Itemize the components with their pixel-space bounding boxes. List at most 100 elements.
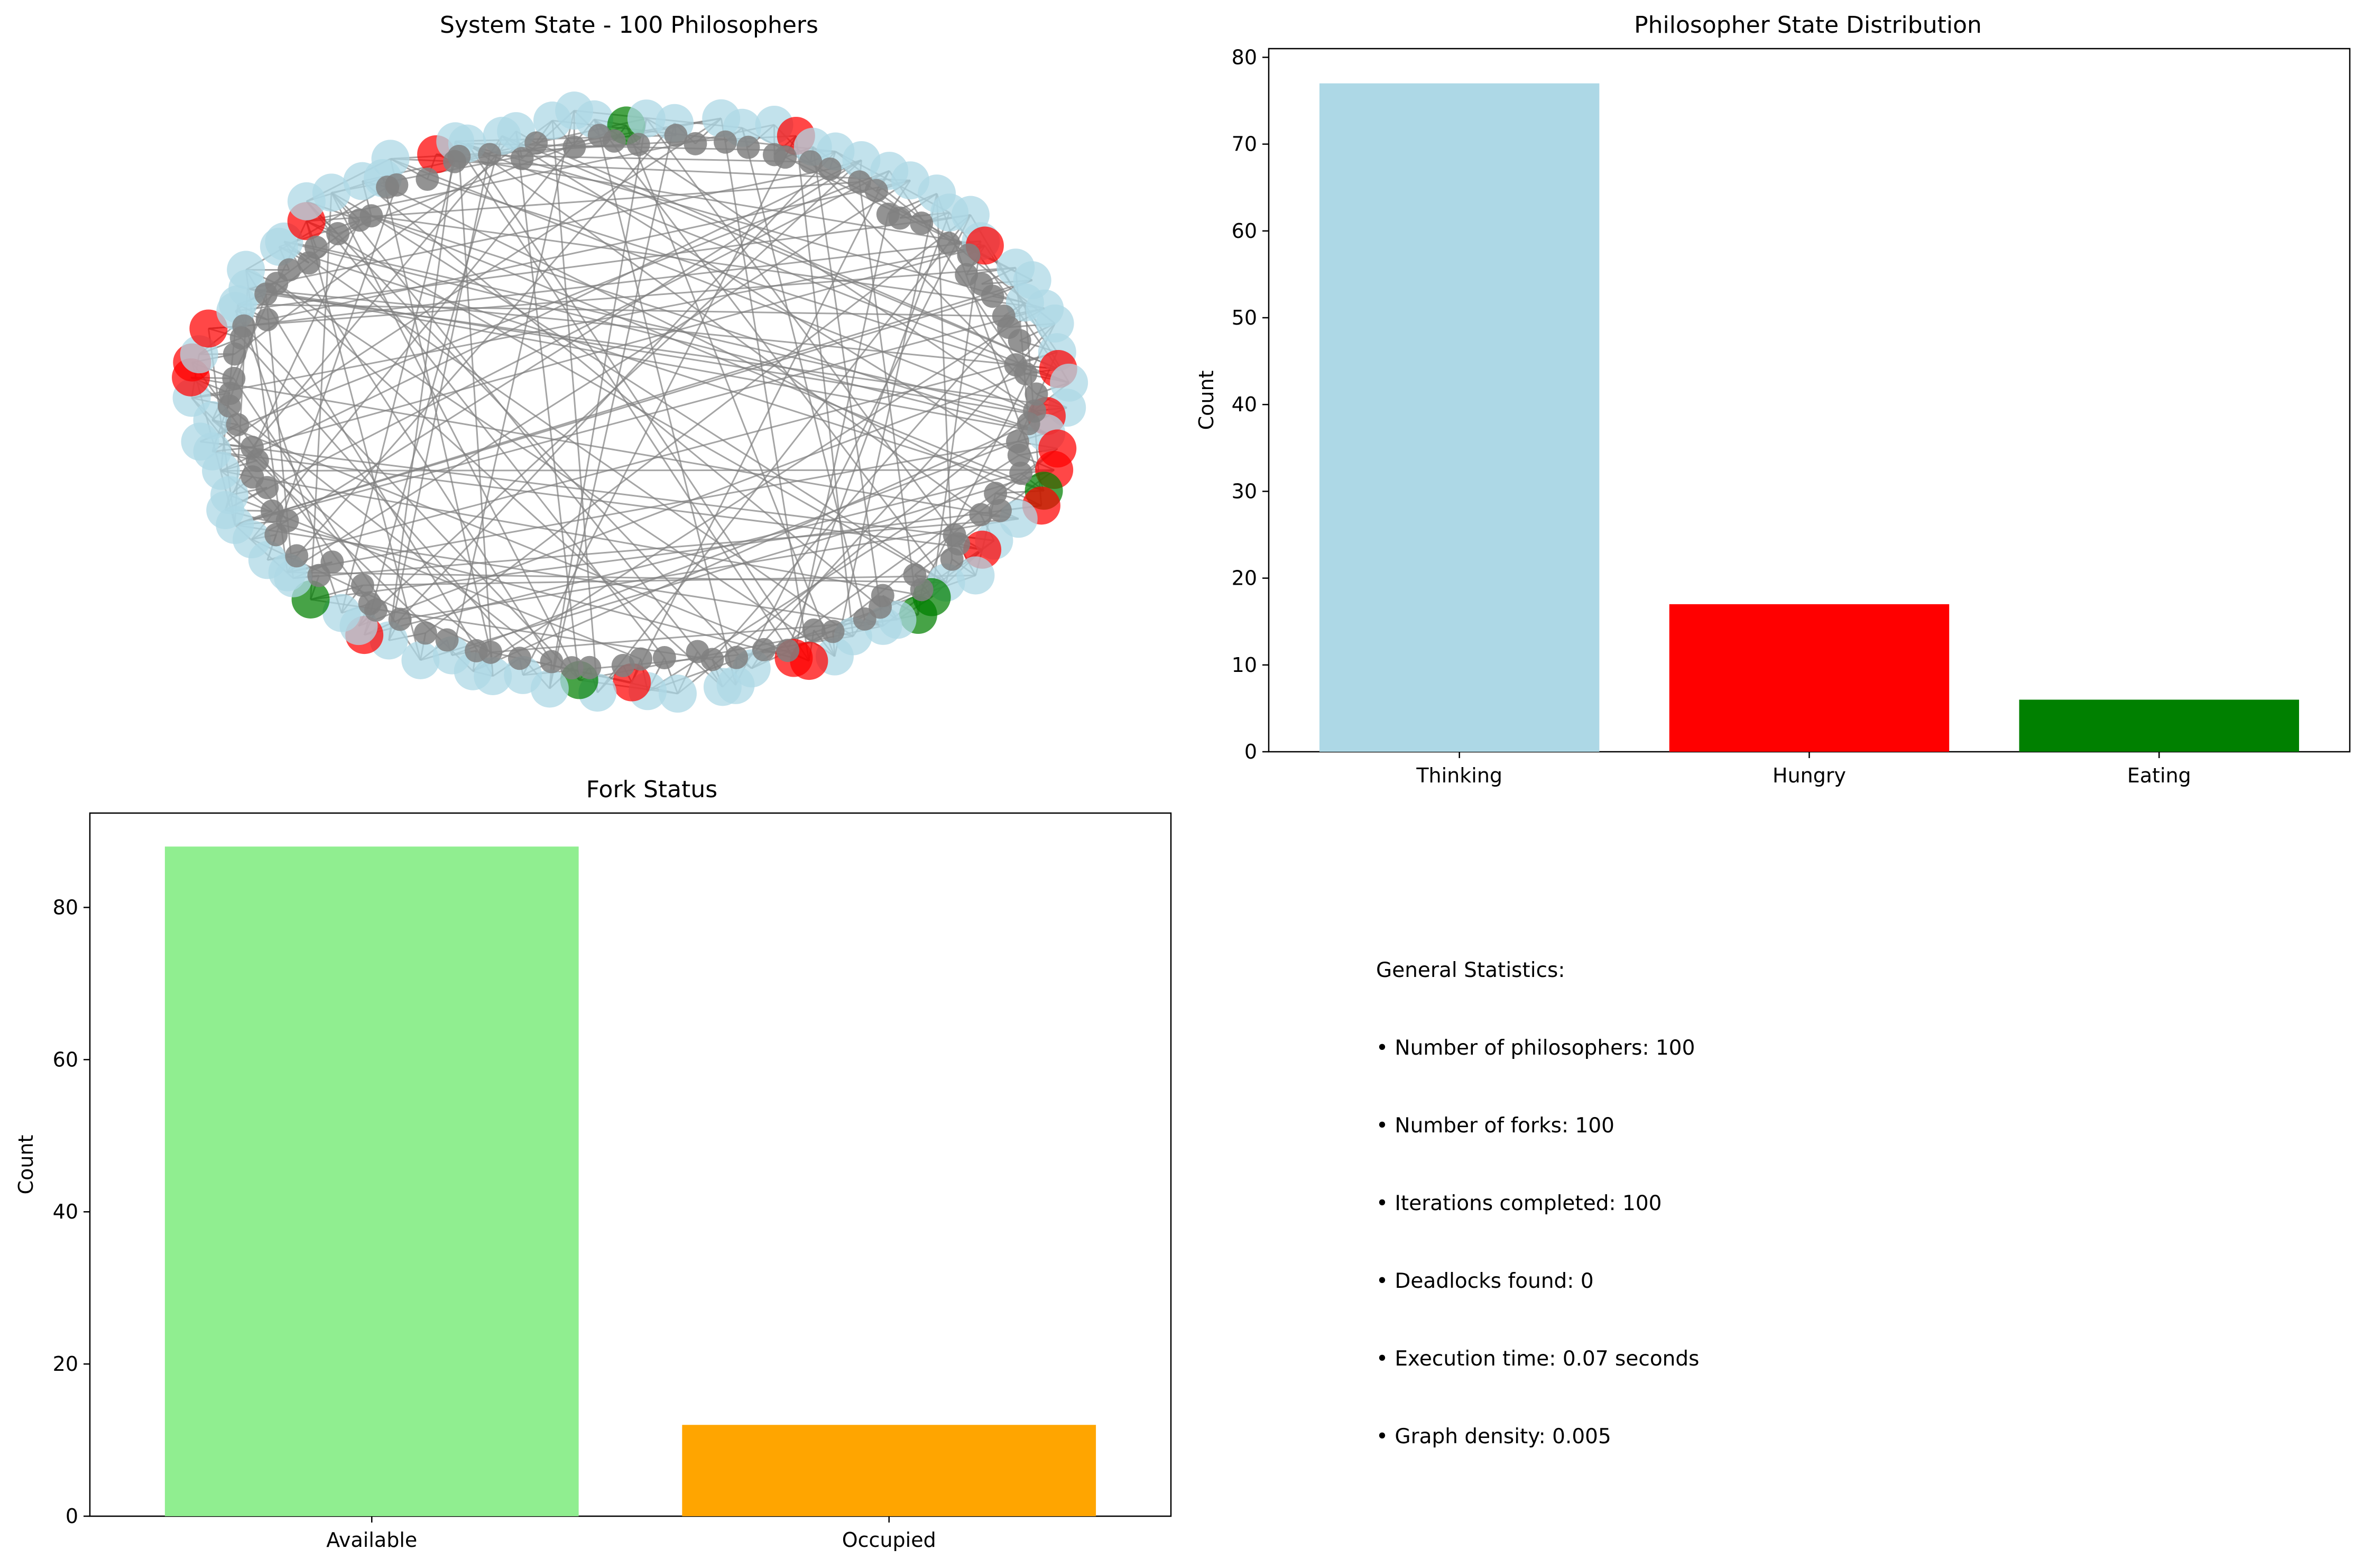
network-edge <box>454 141 795 659</box>
fork-chart-yticks: 0 20 40 60 80 <box>53 896 90 1528</box>
state-xtick-label: Eating <box>2127 764 2191 787</box>
network-edge <box>455 140 1069 384</box>
fork-node <box>684 132 707 155</box>
fork-node <box>714 130 737 154</box>
philosopher-node <box>956 556 995 595</box>
network-edge <box>247 288 1058 370</box>
fork-chart-title: Fork Status <box>586 776 717 803</box>
state-chart-title: Philosopher State Distribution <box>1634 12 1982 39</box>
network-edge <box>425 214 971 634</box>
fork-node <box>435 628 459 652</box>
state-bar-eating <box>2019 699 2300 752</box>
network-edge <box>287 440 1018 574</box>
fork-node <box>989 499 1012 522</box>
network-edge <box>536 142 1059 370</box>
fork-ytick-label: 40 <box>53 1200 78 1223</box>
network-edge <box>244 240 981 327</box>
philosopher-node <box>312 173 350 212</box>
fork-node <box>821 620 845 643</box>
network-edge <box>243 325 580 681</box>
fork-node <box>611 653 635 677</box>
philosopher-node <box>322 594 361 632</box>
fork-node <box>664 124 688 147</box>
fork-node <box>736 135 760 159</box>
fork-node <box>864 179 888 202</box>
state-ytick-label: 80 <box>1232 45 1257 69</box>
network-edge <box>388 141 456 641</box>
network-edge <box>467 143 982 515</box>
network-title: System State - 100 Philosophers <box>440 12 818 39</box>
network-edge <box>362 180 881 608</box>
network-edge <box>237 303 1004 317</box>
state-xtick-label: Thinking <box>1416 764 1502 787</box>
network-edge <box>330 192 698 652</box>
state-ytick-label: 0 <box>1244 740 1257 763</box>
network-edge <box>267 179 911 321</box>
state-ytick-label: 20 <box>1232 567 1257 590</box>
fork-status-chart: Fork Status Count 0 20 40 60 80 Available Occ… <box>14 776 1172 1552</box>
network-edge <box>399 151 836 620</box>
fork-node <box>540 650 564 674</box>
fork-node <box>981 284 1004 308</box>
network-edge <box>371 215 1047 434</box>
fork-node <box>320 550 344 574</box>
network-edge <box>551 120 598 693</box>
fork-node <box>385 173 409 197</box>
fork-node <box>260 499 284 523</box>
fork-node <box>910 211 934 235</box>
fork-node <box>940 547 964 571</box>
fork-chart-frame <box>89 812 1172 1517</box>
fork-node <box>969 503 993 527</box>
fork-node <box>910 578 934 602</box>
state-ytick-label: 60 <box>1232 219 1257 243</box>
state-bar-thinking <box>1319 83 1600 752</box>
fork-node <box>388 607 412 631</box>
network-edge <box>241 337 550 689</box>
fork-node <box>226 413 250 437</box>
fork-node <box>304 235 328 259</box>
fork-node <box>652 646 676 670</box>
network-edge <box>645 118 955 536</box>
stats-line-execution-time: • Execution time: 0.07 seconds <box>1376 1347 1700 1371</box>
network-edge <box>306 200 666 658</box>
fork-xtick-label: Occupied <box>842 1528 936 1552</box>
network-edge <box>677 382 1070 695</box>
fork-node <box>629 647 653 671</box>
state-chart-bars <box>1319 83 2300 752</box>
state-ytick-label: 10 <box>1232 653 1257 677</box>
state-ytick-label: 30 <box>1232 479 1257 503</box>
network-edge <box>371 215 1045 310</box>
fork-node <box>510 146 534 170</box>
philosopher-node <box>658 675 697 713</box>
state-xtick-label: Hungry <box>1773 764 1846 787</box>
fork-node <box>285 544 309 568</box>
network-edge <box>234 279 1033 526</box>
network-edge <box>795 135 854 637</box>
fork-node <box>937 232 961 255</box>
stats-line-graph-density: • Graph density: 0.005 <box>1376 1425 1611 1449</box>
network-edge <box>247 288 1047 434</box>
network-edge <box>787 212 950 651</box>
network-edge <box>211 419 809 662</box>
general-statistics: General Statistics: • Number of philosop… <box>1376 906 1699 1475</box>
fork-node <box>802 618 826 642</box>
network-edge <box>208 266 1016 329</box>
network-panel: System State - 100 Philosophers <box>172 12 1088 713</box>
network-edge <box>466 143 810 661</box>
network-edge <box>234 308 1045 526</box>
network-edge <box>427 178 1069 384</box>
fork-node <box>626 133 650 156</box>
network-edge <box>190 376 552 662</box>
stats-line-iterations: • Iterations completed: 100 <box>1376 1192 1662 1215</box>
fork-node <box>725 645 749 669</box>
fork-node <box>278 258 301 282</box>
fork-node <box>888 206 912 230</box>
fork-node <box>818 157 842 181</box>
fork-node <box>359 204 383 228</box>
fork-node <box>358 592 382 615</box>
fork-bar-available <box>164 846 579 1516</box>
fork-node <box>957 243 981 267</box>
network-edge <box>200 440 994 542</box>
fork-chart-ylabel: Count <box>14 1135 38 1195</box>
